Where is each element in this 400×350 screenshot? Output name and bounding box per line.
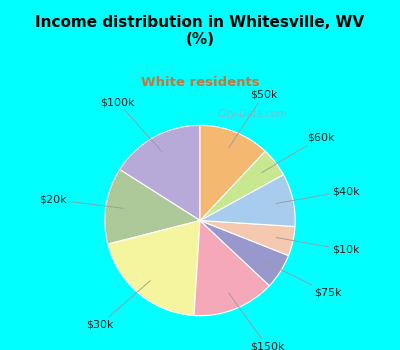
Text: $60k: $60k [262, 133, 334, 173]
Text: $30k: $30k [86, 281, 150, 330]
Text: $150k: $150k [229, 293, 284, 350]
Text: Income distribution in Whitesville, WV
(%): Income distribution in Whitesville, WV (… [36, 15, 364, 47]
Wedge shape [200, 220, 295, 256]
Wedge shape [200, 125, 265, 220]
Wedge shape [105, 169, 200, 244]
Text: $40k: $40k [276, 186, 360, 203]
Wedge shape [108, 220, 200, 315]
Wedge shape [120, 125, 200, 220]
Wedge shape [200, 151, 284, 220]
Text: White residents: White residents [141, 76, 259, 90]
Text: $100k: $100k [100, 97, 162, 152]
Text: $50k: $50k [229, 90, 277, 148]
Wedge shape [200, 220, 288, 286]
Text: $75k: $75k [266, 262, 342, 298]
Text: $10k: $10k [276, 238, 360, 255]
Text: $20k: $20k [39, 194, 123, 208]
Wedge shape [200, 175, 295, 226]
Wedge shape [194, 220, 269, 316]
Text: City-Data.com: City-Data.com [218, 108, 287, 119]
